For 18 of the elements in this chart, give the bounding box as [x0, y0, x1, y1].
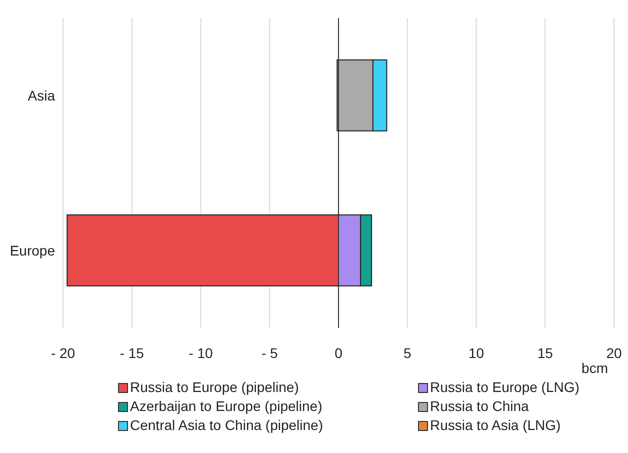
x-tick-label: - 10: [188, 344, 214, 361]
x-tick-label: - 20: [50, 344, 76, 361]
x-tick-label: 15: [537, 344, 554, 361]
x-tick-label: 0: [334, 344, 343, 361]
legend-label: Russia to China: [430, 397, 529, 416]
legend-label: Russia to Asia (LNG): [430, 416, 561, 435]
legend-label: Russia to Europe (LNG): [430, 378, 580, 397]
x-tick-label: 10: [468, 344, 484, 361]
x-tick-label: - 5: [261, 344, 278, 361]
legend-label: Azerbaijan to Europe (pipeline): [130, 397, 322, 416]
x-tick-label: 5: [403, 344, 412, 361]
y-tick-label: Asia: [28, 87, 56, 104]
legend-label: Russia to Europe (pipeline): [130, 378, 299, 397]
y-tick-label: Europe: [10, 242, 56, 258]
x-tick-label: 20: [606, 344, 622, 361]
legend-label: Central Asia to China (pipeline): [130, 416, 323, 435]
x-tick-label: - 15: [120, 344, 144, 361]
x-axis-title: bcm: [582, 360, 608, 376]
